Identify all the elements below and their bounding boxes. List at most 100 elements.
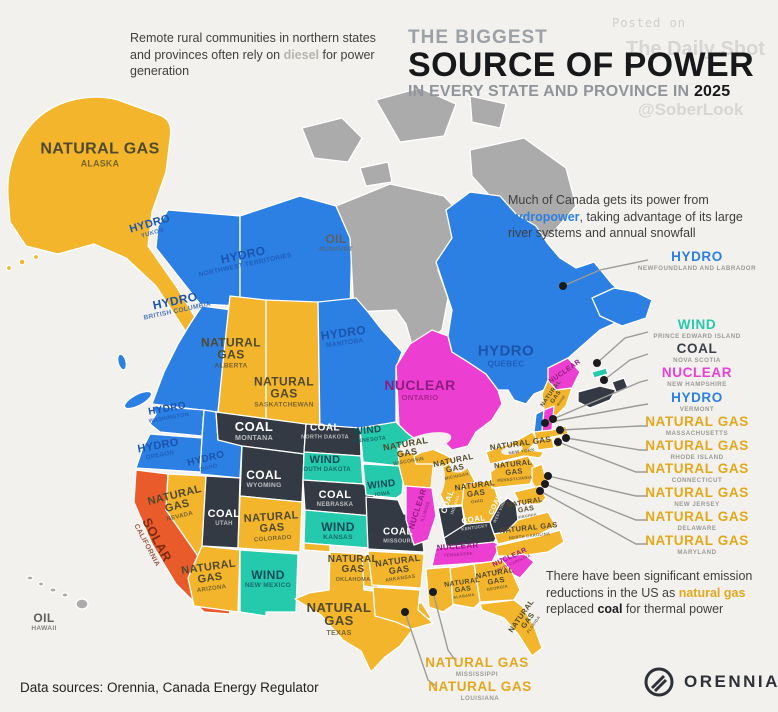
- lake-ontario: [501, 445, 523, 455]
- region-arizona: [187, 545, 241, 613]
- map-label-ontario: NUCLEAR ONTARIO: [384, 376, 456, 403]
- note-natural-gas: There have been significant emission red…: [546, 569, 753, 616]
- callout-vermont: HYDRO VERMONT: [671, 390, 723, 413]
- callout-dot: [559, 282, 567, 290]
- callout-new-jersey: NATURAL GAS NEW JERSEY: [645, 485, 749, 508]
- map-regions: [5, 87, 653, 673]
- region-newfoundland: [591, 287, 653, 327]
- lake-superior: [398, 432, 452, 454]
- region-hawaii-island: [26, 575, 34, 581]
- lake-erie: [472, 463, 498, 477]
- orennia-logo-icon: [644, 667, 674, 697]
- callout-dot: [600, 376, 608, 384]
- map-label-hawaii: OIL HAWAII: [31, 610, 57, 633]
- title-year: 2025: [693, 82, 731, 100]
- region-baffin-island: [469, 137, 577, 239]
- watermark-posted-on: Posted on: [612, 16, 687, 30]
- map-label-south-dakota: WIND SOUTH DAKOTA: [299, 453, 351, 474]
- callout-dot: [562, 434, 570, 442]
- callout-dot: [593, 359, 601, 367]
- callout-line-new-hampshire: [552, 379, 649, 420]
- map-label-texas: NATURAL GAS TEXAS: [306, 600, 372, 637]
- map-label-oklahoma: NATURAL GAS OKLAHOMA: [327, 554, 379, 583]
- region-colorado: [237, 495, 303, 553]
- callout-line-newfoundland: [562, 259, 649, 287]
- callout-newfoundland: HYDRO NEWFOUNDLAND AND LABRADOR: [637, 249, 757, 272]
- region-prince-edward-island: [591, 367, 609, 379]
- region-tennessee: [431, 541, 501, 567]
- callout-maryland: NATURAL GAS MARYLAND: [645, 533, 749, 556]
- region-virginia: [493, 511, 557, 545]
- brand-name: ORENNIA: [684, 672, 778, 691]
- map-label-iowa: WIND IOWA: [366, 477, 397, 499]
- region-quebec: [435, 191, 637, 405]
- callout-connecticut: NATURAL GAS CONNECTICUT: [645, 461, 749, 484]
- callout-dot: [544, 472, 552, 480]
- map-label-saskatchewan: NATURAL GAS SASKATCHEWAN: [254, 374, 314, 409]
- region-mississippi: [425, 566, 454, 613]
- callout-line-maryland: [539, 490, 648, 545]
- callout-mississippi: NATURAL GAS MISSISSIPPI: [425, 655, 529, 678]
- region-vancouver-island: [123, 390, 153, 410]
- watermark-handle: @SoberLook: [638, 100, 744, 119]
- region-hawaii-island: [61, 592, 69, 598]
- great-lakes: [398, 432, 523, 497]
- callout-line-louisiana: [404, 611, 437, 687]
- callout-line-connecticut: [557, 441, 648, 473]
- title-line2: SOURCE OF POWER: [408, 45, 755, 84]
- map-label-pennsylvania: NATURAL GAS PENNSYLVANIA: [493, 457, 533, 484]
- callout-new-hampshire: NUCLEAR NEW HAMPSHIRE: [661, 365, 733, 388]
- title-line1: THE BIGGEST: [408, 27, 548, 48]
- region-nova-scotia: [577, 385, 617, 409]
- title-line3: IN EVERY STATE AND PROVINCE IN 2025: [408, 82, 731, 100]
- map-label-missouri: COAL MISSOURI: [383, 526, 413, 545]
- callout-line-nova-scotia: [603, 353, 649, 381]
- map-label-alaska: NATURAL GAS ALASKA: [40, 140, 160, 169]
- region-arkansas: [367, 550, 425, 589]
- region-north-carolina: [495, 529, 565, 557]
- watermark-site: The Daily Shot: [626, 38, 765, 60]
- region-arctic-island: [301, 117, 363, 163]
- map-label-nunavut: OIL NUNAVUT: [319, 231, 353, 254]
- diesel-highlight: diesel: [283, 47, 320, 62]
- callout-dot: [401, 608, 409, 616]
- hydropower-highlight: hydropower: [508, 209, 580, 224]
- region-arctic-island: [469, 95, 507, 129]
- lake-huron: [449, 455, 471, 473]
- callout-nova-scotia: COAL NOVA SCOTIA: [673, 341, 721, 364]
- region-arctic-island: [359, 161, 393, 187]
- natural-gas-highlight: natural gas: [678, 585, 746, 600]
- callout-louisiana: NATURAL GAS LOUISIANA: [428, 679, 532, 702]
- map-label-montana: COAL MONTANA: [234, 418, 274, 443]
- callout-dot: [556, 426, 564, 434]
- map-label-nebraska: COAL NEBRASKA: [316, 488, 354, 509]
- map-label-utah: COAL UTAH: [207, 507, 241, 528]
- region-aleutian-island: [32, 253, 40, 261]
- orennia-brand: ORENNIA: [642, 665, 778, 699]
- note-hydropower: Much of Canada gets its power from hydro…: [508, 193, 743, 240]
- callout-line-rhode-island: [565, 437, 648, 451]
- callout-delaware: NATURAL GAS DELAWARE: [645, 509, 749, 532]
- region-florida: [479, 599, 543, 657]
- callout-dot: [554, 438, 562, 446]
- region-new-mexico: [239, 549, 299, 617]
- callout-line-pei: [596, 331, 649, 364]
- region-saskatchewan: [265, 299, 321, 433]
- map-label-tennessee: NUCLEAR TENNESSEE: [436, 540, 479, 559]
- callout-dot: [549, 415, 557, 423]
- map-label-colorado: NATURAL GAS COLORADO: [243, 509, 300, 544]
- callout-line-vermont: [544, 403, 649, 424]
- map-label-wyoming: COAL WYOMING: [246, 467, 282, 490]
- map-label-alberta: NATURAL GAS ALBERTA: [201, 335, 261, 370]
- region-aleutian-island: [18, 258, 26, 266]
- callout-massachusetts: NATURAL GAS MASSACHUSETTS: [645, 414, 749, 437]
- map-label-new-mexico: WIND NEW MEXICO: [244, 567, 292, 590]
- region-arctic-island: [375, 87, 457, 143]
- callout-dot: [541, 419, 549, 427]
- region-hawaii-island: [49, 587, 57, 593]
- callout-rhode-island: NATURAL GAS RHODE ISLAND: [645, 438, 749, 461]
- data-sources: Data sources: Orennia, Canada Energy Reg…: [20, 680, 319, 695]
- callout-pei: WIND PRINCE EDWARD ISLAND: [653, 317, 741, 340]
